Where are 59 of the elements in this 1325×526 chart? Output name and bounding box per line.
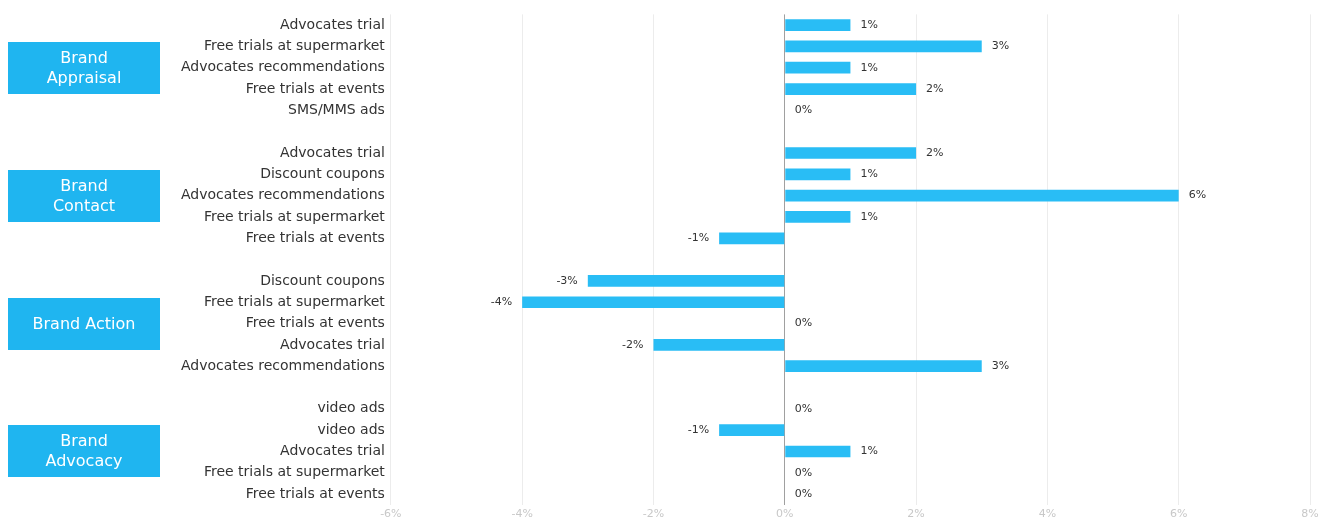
data-label: 3% xyxy=(991,39,1010,53)
data-label: -3% xyxy=(556,273,578,287)
data-label: 0% xyxy=(794,316,813,330)
bar xyxy=(785,147,917,159)
data-label: 0% xyxy=(794,487,813,500)
data-label: -2% xyxy=(622,337,644,351)
y-tick-label: Free trials at events xyxy=(245,228,385,245)
bar xyxy=(785,40,982,53)
y-tick-label: Free trials at events xyxy=(245,484,385,501)
text: Brand Advocacy xyxy=(8,425,160,478)
bar xyxy=(785,211,851,223)
y-tick-label: Advocates recommendations xyxy=(181,58,385,75)
bar xyxy=(653,339,785,351)
data-label: 1% xyxy=(860,209,878,223)
y-tick-label: Advocates recommendations xyxy=(181,186,385,203)
data-label: 1% xyxy=(860,60,878,74)
bar xyxy=(785,19,851,31)
data-label: -1% xyxy=(687,231,710,245)
bar xyxy=(785,445,851,458)
y-tick-label: Discount coupons xyxy=(260,271,385,288)
y-tick-label: video ads xyxy=(317,420,385,437)
bar xyxy=(522,296,785,309)
data-label: 1% xyxy=(860,167,878,181)
data-label: 2% xyxy=(926,145,944,159)
y-tick-label: Free trials at events xyxy=(245,314,385,331)
y-tick-label: video ads xyxy=(317,399,385,416)
y-tick-label: Free trials at supermarket xyxy=(203,207,386,224)
data-label: -4% xyxy=(490,295,513,309)
y-tick-label: Advocates trial xyxy=(280,335,385,352)
data-label: 6% xyxy=(1188,188,1207,202)
data-label: 1% xyxy=(860,17,878,31)
data-label: 0% xyxy=(794,103,813,117)
bar xyxy=(785,83,917,95)
data-label: -1% xyxy=(687,423,710,437)
text: Brand Appraisal xyxy=(8,41,160,94)
y-tick-label: SMS/MMS ads xyxy=(288,100,385,117)
y-tick-label: Free trials at supermarket xyxy=(203,463,386,480)
y-tick-label: Advocates trial xyxy=(280,143,385,160)
bar xyxy=(719,232,785,245)
data-label: 2% xyxy=(926,81,944,95)
bar xyxy=(719,424,785,437)
y-tick-label: Advocates trial xyxy=(280,442,385,459)
y-tick-label: Advocates trial xyxy=(280,15,385,32)
y-tick-label: Free trials at events xyxy=(245,79,385,96)
bar xyxy=(785,168,851,181)
data-label: 0% xyxy=(794,401,813,415)
data-label: 1% xyxy=(860,444,878,458)
data-label: 3% xyxy=(991,359,1010,373)
data-label: 0% xyxy=(794,465,813,479)
text: Brand Contact xyxy=(8,169,160,222)
bar xyxy=(785,360,982,373)
y-tick-label: Free trials at supermarket xyxy=(203,292,386,309)
bar xyxy=(587,275,785,287)
y-tick-label: Free trials at supermarket xyxy=(203,37,386,54)
y-tick-label: Advocates recommendations xyxy=(181,356,385,373)
bar xyxy=(785,189,1179,202)
y-tick-label: Discount coupons xyxy=(260,164,385,181)
text: Brand Action xyxy=(8,297,160,350)
bar xyxy=(785,61,851,74)
